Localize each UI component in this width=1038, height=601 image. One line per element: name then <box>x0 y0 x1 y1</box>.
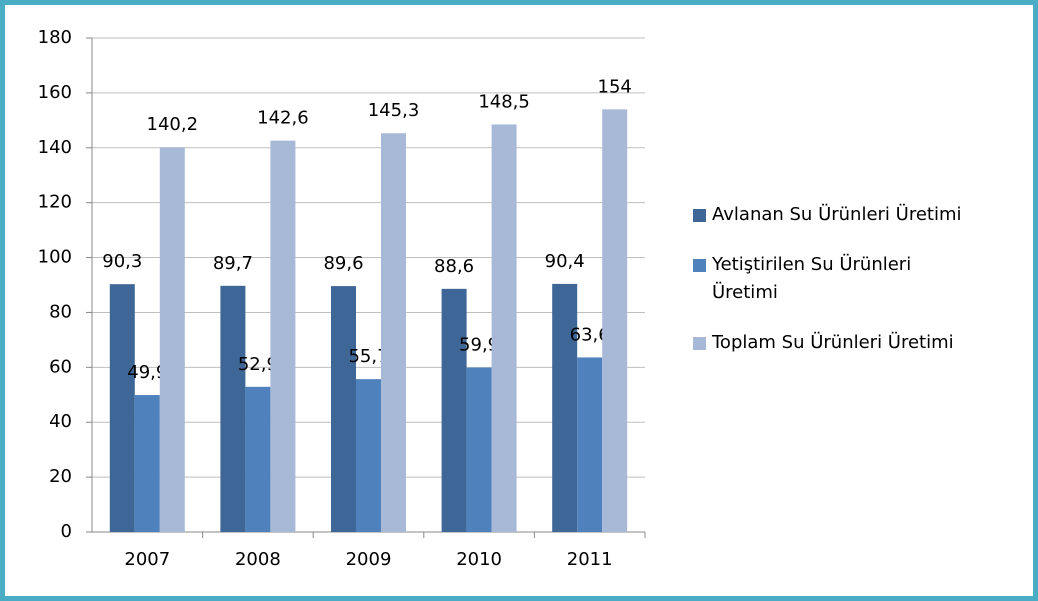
legend-item: Avlanan Su Ürünleri Üretimi <box>693 201 1033 229</box>
bar <box>381 133 406 532</box>
y-tick-label: 180 <box>38 27 72 48</box>
data-label: 52,9 <box>238 354 278 375</box>
bar <box>577 357 603 532</box>
y-tick-label: 20 <box>49 466 72 487</box>
data-label: 154 <box>598 76 632 97</box>
bar <box>159 147 185 532</box>
y-tick-label: 0 <box>61 521 72 542</box>
legend-label: Yetiştirilen Su Ürünleri Üretimi <box>712 254 912 303</box>
bar <box>109 284 135 532</box>
y-tick-label: 140 <box>38 137 72 158</box>
legend-label: Toplam Su Ürünleri Üretimi <box>712 332 954 353</box>
data-label: 140,2 <box>147 114 199 135</box>
plot: 0 20 40 60 80 100 120 140 160 180 2007 90,3 49,9 140,… <box>38 27 646 570</box>
y-tick-label: 100 <box>38 247 72 268</box>
bar <box>552 283 578 532</box>
x-tick-label: 2007 <box>124 549 170 570</box>
data-label: 55,7 <box>348 346 388 367</box>
data-label: 59,9 <box>459 335 499 356</box>
data-label: 63,6 <box>570 324 610 345</box>
legend: Avlanan Su Ürünleri Üretimi Yetiştirilen … <box>693 201 1033 379</box>
data-label: 49,9 <box>127 362 167 383</box>
bar <box>441 288 467 532</box>
data-label: 90,4 <box>545 251 585 272</box>
y-tick-label: 80 <box>49 301 72 322</box>
bar <box>220 285 246 532</box>
legend-swatch <box>693 337 706 350</box>
data-label: 88,6 <box>434 256 474 277</box>
data-label: 145,3 <box>368 100 420 121</box>
y-tick-label: 160 <box>38 82 72 103</box>
y-tick-label: 40 <box>49 411 72 432</box>
bar <box>356 379 381 532</box>
bar <box>134 395 160 532</box>
legend-item: Toplam Su Ürünleri Üretimi <box>693 329 1033 357</box>
x-tick-label: 2008 <box>235 549 281 570</box>
x-tick-label: 2010 <box>456 549 502 570</box>
data-label: 89,7 <box>213 253 253 274</box>
bar <box>491 124 517 532</box>
y-tick-label: 120 <box>38 192 72 213</box>
legend-swatch <box>693 209 706 222</box>
legend-item: Yetiştirilen Su Ürünleri Üretimi <box>693 251 1033 307</box>
bar <box>602 109 628 532</box>
x-tick-label: 2009 <box>346 549 392 570</box>
data-label: 142,6 <box>257 108 309 129</box>
bar <box>466 367 492 532</box>
legend-swatch <box>693 259 706 272</box>
data-label: 148,5 <box>478 91 530 112</box>
bar <box>245 386 271 532</box>
data-label: 90,3 <box>102 251 142 272</box>
bar <box>331 286 356 532</box>
bar <box>270 140 296 533</box>
y-tick-label: 60 <box>49 356 72 377</box>
x-tick-label: 2011 <box>567 549 613 570</box>
legend-label: Avlanan Su Ürünleri Üretimi <box>712 204 962 225</box>
data-label: 89,6 <box>323 253 363 274</box>
